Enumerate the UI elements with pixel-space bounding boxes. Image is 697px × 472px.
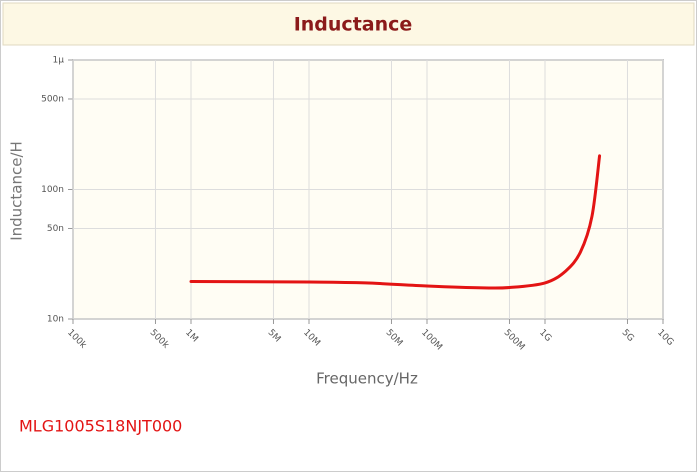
- y-axis-label: Inductance/H: [8, 141, 26, 241]
- series-line: [189, 154, 602, 290]
- x-tick-label: 5G: [620, 328, 636, 344]
- x-tick-label: 100k: [65, 328, 88, 351]
- x-tick-label: 1M: [183, 328, 200, 345]
- x-tick-label: 5M: [266, 328, 283, 345]
- x-tick-label: 50M: [384, 328, 405, 349]
- x-tick-label: 100M: [419, 328, 444, 353]
- x-tick-label: 10G: [655, 328, 675, 348]
- y-tick-label: 100n: [41, 185, 64, 195]
- y-tick-label: 10n: [47, 315, 64, 325]
- y-tick-label: 1μ: [53, 56, 65, 66]
- x-tick-label: 1G: [537, 328, 553, 344]
- chart-title: Inductance: [294, 14, 413, 36]
- header-bar: [2, 2, 695, 46]
- y-tick-label: 50n: [47, 224, 64, 234]
- y-tick-label: 500n: [41, 94, 64, 104]
- part-number: MLG1005S18NJT000: [19, 417, 182, 436]
- x-tick-label: 500k: [148, 328, 171, 351]
- x-tick-label: 500M: [502, 328, 527, 353]
- x-tick-label: 10M: [301, 328, 322, 349]
- x-axis-label: Frequency/Hz: [316, 370, 418, 388]
